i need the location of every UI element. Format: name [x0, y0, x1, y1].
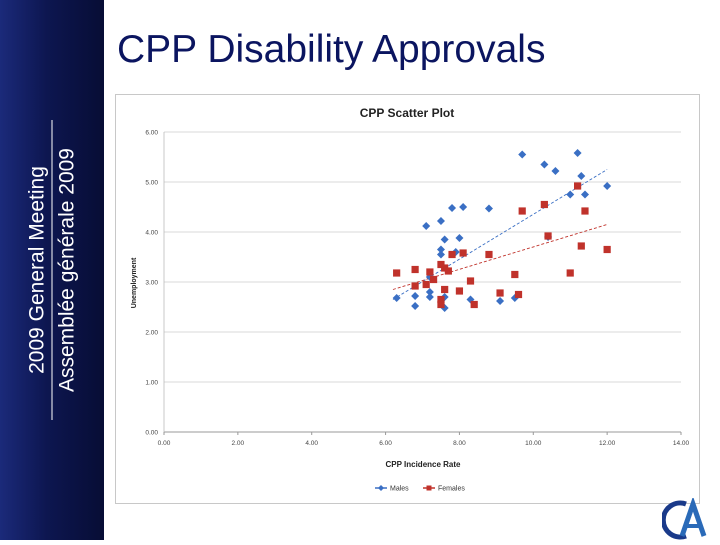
- legend: Males Females: [375, 485, 465, 493]
- point-males: [518, 150, 527, 159]
- legend-marker-females: [426, 485, 432, 491]
- point-females: [437, 300, 445, 309]
- slide-title: CPP Disability Approvals: [117, 28, 546, 71]
- y-tick-label: 5.00: [145, 180, 158, 187]
- y-tick-label: 4.00: [145, 230, 158, 237]
- meeting-title-french: Assemblée générale 2009: [55, 148, 79, 393]
- legend-label-females: Females: [438, 486, 465, 493]
- point-females: [577, 242, 585, 250]
- point-females: [466, 277, 475, 285]
- point-males: [436, 245, 445, 254]
- point-males: [425, 288, 434, 296]
- x-axis-label: CPP Incidence Rate: [386, 460, 462, 469]
- point-females: [514, 290, 523, 299]
- point-females: [544, 232, 552, 240]
- point-females: [441, 264, 449, 272]
- point-females: [429, 275, 438, 284]
- sidebar-text: 2009 General Meeting Assemblée générale …: [25, 40, 80, 500]
- meeting-title-english: 2009 General Meeting: [25, 166, 49, 374]
- point-males: [573, 149, 582, 157]
- point-females: [540, 200, 548, 209]
- point-males: [436, 250, 445, 259]
- point-females: [496, 289, 504, 297]
- y-tick-label: 6.00: [145, 130, 158, 137]
- y-tick-label: 2.00: [145, 330, 158, 337]
- point-females: [603, 245, 611, 254]
- point-males: [440, 235, 449, 244]
- point-females: [411, 282, 419, 290]
- point-females: [511, 270, 519, 279]
- point-females: [518, 207, 526, 215]
- point-females: [441, 285, 449, 294]
- point-females: [448, 250, 456, 259]
- point-females: [393, 269, 401, 277]
- x-tick-label: 10.00: [525, 440, 542, 447]
- point-females: [485, 250, 493, 259]
- x-tick-label: 14.00: [673, 440, 690, 447]
- sidebar-divider: [51, 120, 53, 420]
- point-males: [459, 203, 468, 211]
- point-males: [603, 182, 612, 190]
- point-females: [470, 300, 478, 309]
- chart-frame: 0.00 1.00 2.00 3.00 4.00 5.00 6.00 0.00 2.00 4.00…: [115, 94, 700, 504]
- y-tick-label: 0.00: [145, 430, 158, 437]
- point-males: [580, 190, 589, 199]
- grid-layer: [164, 131, 681, 433]
- point-males: [577, 172, 586, 180]
- point-females: [422, 280, 430, 289]
- point-females: [581, 207, 589, 215]
- point-males: [448, 204, 457, 212]
- y-tick-label: 3.00: [145, 280, 158, 287]
- point-females: [437, 295, 445, 304]
- axis-layer: 0.00 1.00 2.00 3.00 4.00 5.00 6.00 0.00 2.00 4.00…: [145, 130, 689, 448]
- y-tick-label: 1.00: [145, 380, 158, 387]
- point-males: [566, 190, 575, 199]
- point-females: [437, 260, 445, 269]
- x-tick-label: 2.00: [232, 440, 245, 447]
- x-tick-label: 8.00: [453, 440, 466, 447]
- point-males: [422, 222, 431, 230]
- point-females: [574, 182, 582, 190]
- point-females: [566, 269, 574, 277]
- point-males: [411, 302, 420, 310]
- point-males: [551, 167, 560, 175]
- point-females: [426, 268, 434, 276]
- point-males: [455, 234, 464, 242]
- x-tick-label: 4.00: [305, 440, 318, 447]
- x-tick-label: 0.00: [158, 440, 171, 447]
- point-females: [455, 287, 464, 295]
- point-males: [496, 297, 505, 305]
- point-females: [444, 267, 452, 275]
- point-males: [392, 294, 401, 302]
- point-males: [436, 217, 445, 225]
- chart-title: CPP Scatter Plot: [360, 106, 454, 120]
- point-females: [411, 265, 419, 274]
- point-males: [411, 292, 420, 300]
- x-tick-label: 6.00: [379, 440, 392, 447]
- scatter-chart: 0.00 1.00 2.00 3.00 4.00 5.00 6.00 0.00 2.00 4.00…: [131, 106, 690, 493]
- legend-label-males: Males: [390, 486, 409, 493]
- point-males: [425, 293, 434, 301]
- cia-logo-icon: [660, 496, 718, 545]
- sidebar-banner: 2009 General Meeting Assemblée générale …: [0, 0, 104, 540]
- x-tick-label: 12.00: [599, 440, 616, 447]
- point-males: [484, 204, 493, 213]
- y-axis-label: Unemployment: [131, 257, 138, 308]
- point-females: [459, 249, 467, 257]
- point-layer: [392, 149, 612, 312]
- point-males: [540, 160, 549, 169]
- legend-marker-males: [378, 485, 384, 491]
